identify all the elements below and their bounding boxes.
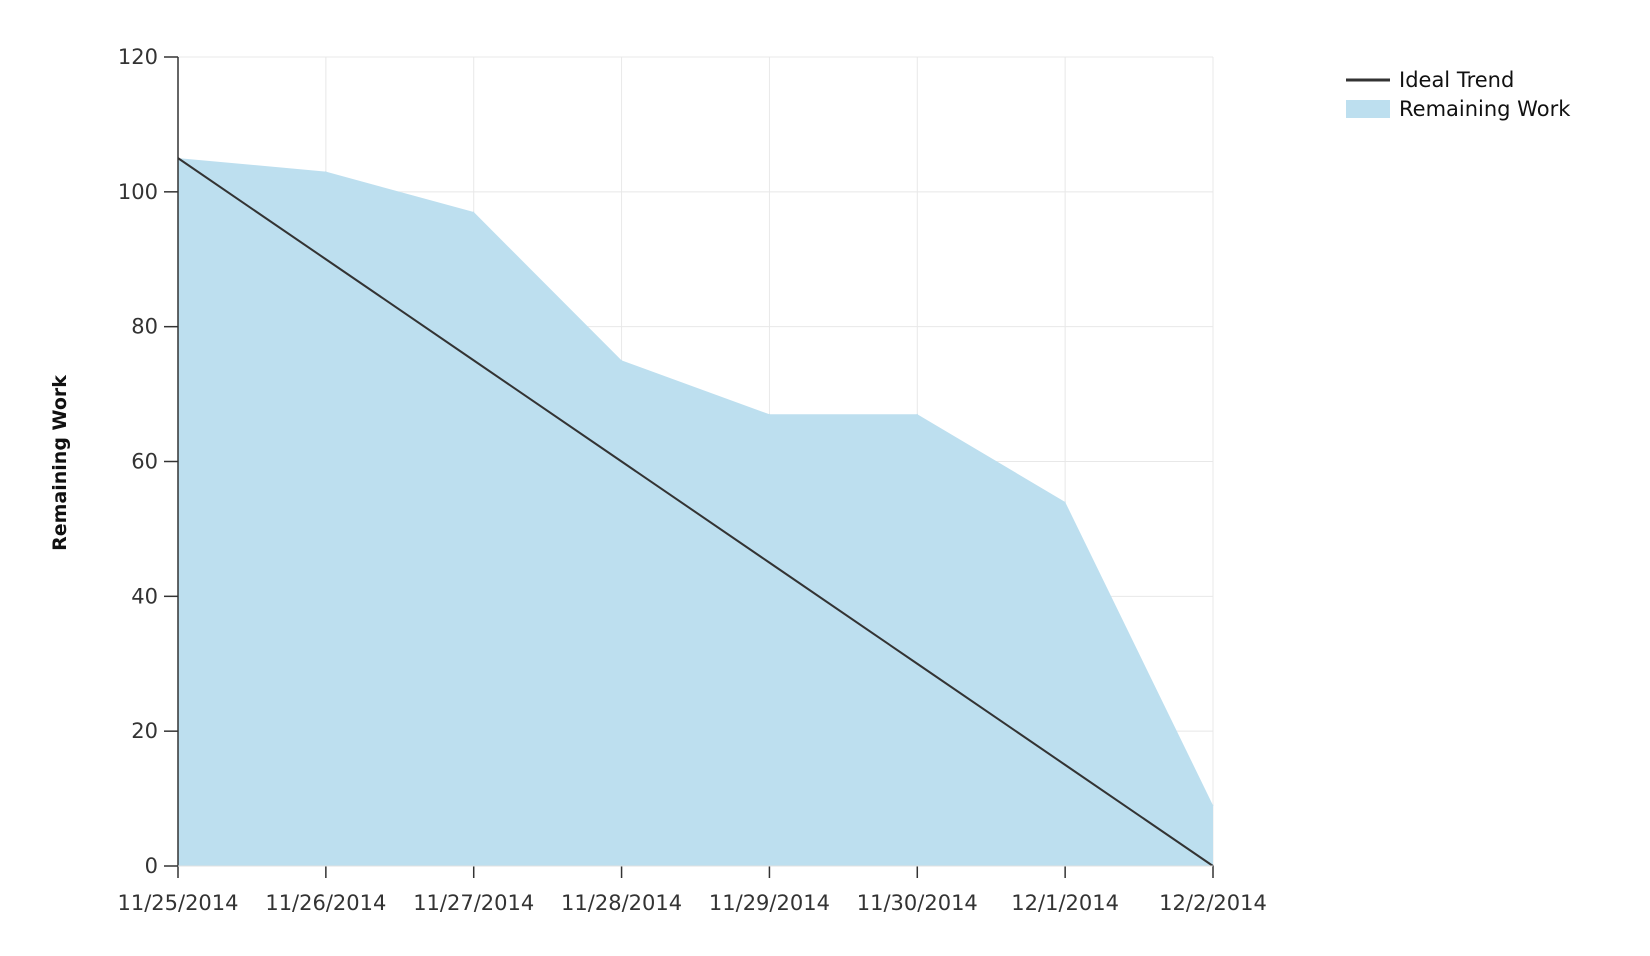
y-tick-label-5: 100 [118, 180, 158, 204]
remaining-work-point-3 [621, 359, 623, 361]
x-tick-label-3: 11/28/2014 [561, 891, 682, 915]
axes: 0 20 40 60 80 100 120 11/25/2014 11/26/2014 11/27… [117, 45, 1266, 915]
ideal-trend-point-1 [325, 258, 327, 260]
legend-label-0: Ideal Trend [1399, 68, 1514, 92]
remaining-work-point-2 [473, 211, 475, 213]
ideal-trend-point-3 [621, 461, 623, 462]
ideal-trend-point-2 [473, 359, 475, 361]
y-tick-label-6: 120 [118, 45, 158, 69]
remaining-work-point-5 [916, 413, 918, 415]
x-tick-label-4: 11/29/2014 [709, 891, 830, 915]
x-tick-label-7: 12/2/2014 [1159, 891, 1267, 915]
remaining-work-point-7 [1212, 804, 1214, 806]
line-ideal-trend [177, 157, 1214, 867]
x-tick-label-1: 11/26/2014 [265, 891, 386, 915]
legend-swatch-remaining-work [1346, 100, 1390, 118]
remaining-work-point-4 [768, 413, 770, 415]
x-tick-label-0: 11/25/2014 [117, 891, 238, 915]
ideal-trend-point-6 [1064, 764, 1066, 766]
y-tick-label-1: 20 [131, 719, 158, 743]
x-tick-label-2: 11/27/2014 [413, 891, 534, 915]
x-tick-label-6: 12/1/2014 [1011, 891, 1119, 915]
y-axis-title: Remaining Work [49, 375, 71, 551]
legend: Ideal Trend Remaining Work [1346, 68, 1571, 121]
y-tick-label-0: 0 [145, 854, 158, 878]
legend-label-1: Remaining Work [1399, 97, 1571, 121]
ideal-trend-point-4 [768, 562, 770, 564]
y-tick-label-3: 60 [131, 450, 158, 474]
y-tick-label-4: 80 [131, 315, 158, 339]
remaining-work-point-1 [325, 171, 327, 173]
y-tick-label-2: 40 [131, 584, 158, 608]
ideal-trend-point-5 [916, 663, 918, 665]
x-tick-label-5: 11/30/2014 [857, 891, 978, 915]
remaining-work-point-6 [1064, 501, 1066, 503]
